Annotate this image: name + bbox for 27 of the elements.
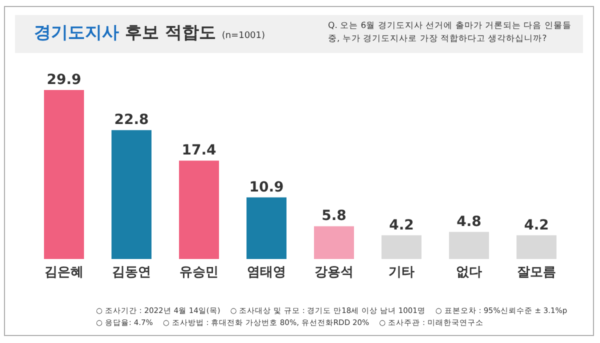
x-tick-label: 기타 — [388, 265, 414, 280]
bar — [44, 90, 84, 259]
bar — [112, 130, 152, 259]
x-tick-label: 잘모름 — [516, 265, 556, 280]
x-tick-label: 유승민 — [179, 265, 218, 280]
bar — [179, 160, 219, 259]
x-tick-label: 강용석 — [314, 265, 354, 280]
x-tick-label: 김은혜 — [44, 265, 84, 280]
data-label: 4.2 — [524, 217, 549, 234]
x-tick-label: 없다 — [456, 265, 482, 280]
bar — [314, 226, 354, 259]
data-label: 4.8 — [456, 214, 482, 230]
data-label: 22.8 — [114, 112, 149, 128]
text: Q. 오는 6월 경기도지사 선거에 출마가 거론되는 다음 인물들 중, 누가 경기도지사로 가장 적합하다고 생각하십니까? — [328, 20, 572, 46]
x-tick-label: 염태영 — [246, 265, 286, 280]
data-label: 29.9 — [46, 72, 82, 88]
x-tick-label: 김동연 — [112, 265, 151, 280]
bar — [246, 197, 286, 259]
bar — [516, 235, 556, 259]
bar — [382, 235, 422, 259]
data-label: 4.2 — [389, 217, 414, 234]
chart-title: 경기도지사 후보 적합도 — [34, 23, 216, 43]
chart-subtitle: (n=1001) — [222, 31, 266, 41]
data-label: 10.9 — [249, 179, 284, 196]
data-label: 5.8 — [322, 208, 346, 224]
bar — [449, 232, 489, 259]
data-label: 17.4 — [182, 142, 217, 159]
